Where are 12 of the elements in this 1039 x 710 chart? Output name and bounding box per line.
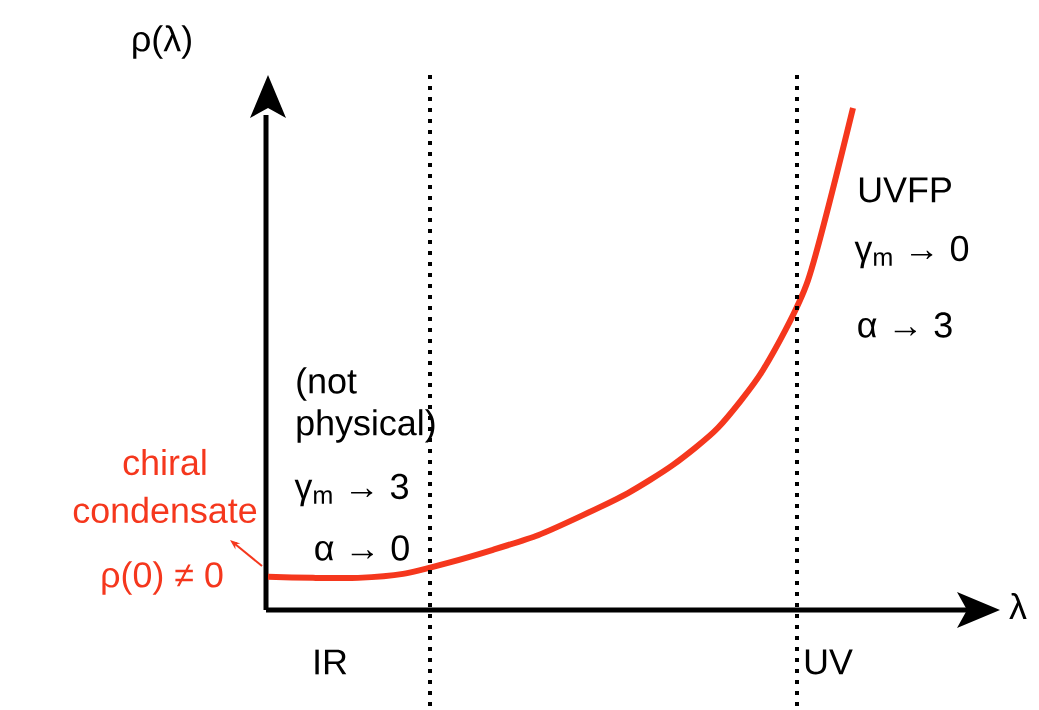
text: ρ(0) ≠ 0: [102, 561, 223, 595]
y-axis-title: ρ(λ): [133, 25, 191, 59]
annotation: α → 3: [858, 312, 952, 338]
annotation: UVFP: [859, 177, 951, 203]
text: IR: [315, 649, 347, 675]
annotation: chiral condensate: [73, 448, 257, 524]
annotation: γ$_{m}$ → 0: [854, 235, 969, 269]
annotation: (not physical): [297, 367, 435, 443]
x-axis-title: λ: [1009, 593, 1027, 619]
annotation: α → 0: [315, 535, 409, 561]
annotation: γ$_{m}$ → 3: [294, 473, 408, 507]
text: UV: [805, 649, 853, 675]
